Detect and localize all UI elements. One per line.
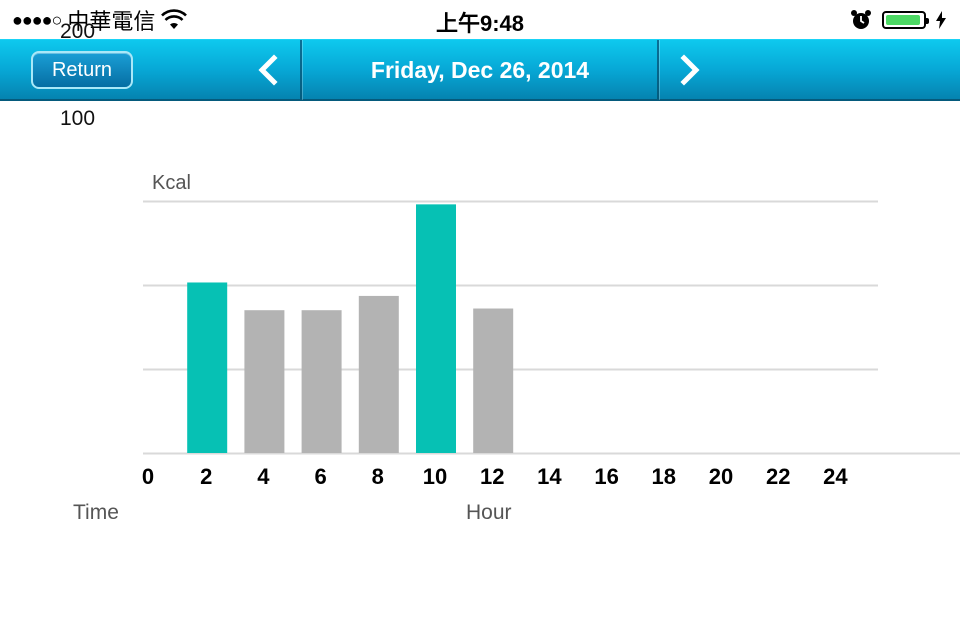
wifi-icon [161,9,188,29]
status-time: 上午9:48 [435,11,525,36]
x-tick-label: 0 [142,464,154,489]
bar-hour-12 [473,308,514,453]
x-tick-label: 12 [480,464,504,489]
battery-level [886,15,920,25]
signal-strength: ●●●●○ [12,9,62,30]
x-tick-label: 18 [652,464,676,489]
bar-hour-8 [358,295,399,453]
nav-bar: Return Friday, Dec 26, 2014 [0,39,960,101]
x-tick-label: 20 [709,464,733,489]
y-axis-label: Kcal [152,172,191,194]
x-tick-label: 22 [766,464,790,489]
stray-axis-label-200: 200 [60,20,96,43]
x-tick-label: 4 [257,464,270,489]
x-tick-label: 16 [594,464,618,489]
nav-divider-left [300,40,302,100]
x-tick-label: 8 [372,464,384,489]
bar-hour-2 [187,282,228,453]
alarm-icon [851,10,871,29]
chevron-right-icon[interactable] [675,54,705,86]
x-axis-ticks: 0 2 4 6 8 10 12 14 16 18 20 22 24 [142,464,849,489]
nav-divider-right [657,40,659,100]
x-axis-caption: Time [73,501,119,524]
x-tick-label: 10 [423,464,447,489]
carrier-name: 中華電信 [67,9,156,34]
x-tick-label: 24 [823,464,848,489]
status-left: ●●●●○ 中華電信 [12,7,188,34]
status-bar: ●●●●○ 中華電信 上午9:48 [0,0,960,40]
battery-icon [882,11,929,29]
charging-icon [936,11,946,29]
battery-tip [926,18,929,24]
x-tick-label: 6 [314,464,326,489]
chevron-left-icon[interactable] [253,54,283,86]
bar-hour-4 [244,310,285,453]
date-title: Friday, Dec 26, 2014 [370,57,590,83]
x-tick-label: 2 [200,464,212,489]
chart-bars [187,204,514,453]
stray-axis-label-100: 100 [60,107,96,130]
x-axis-label: Hour [466,501,512,524]
return-button[interactable]: Return [31,51,133,89]
status-right [850,8,946,32]
x-tick-label: 14 [537,464,562,489]
bar-hour-6 [301,310,342,453]
bar-hour-10 [416,204,456,453]
